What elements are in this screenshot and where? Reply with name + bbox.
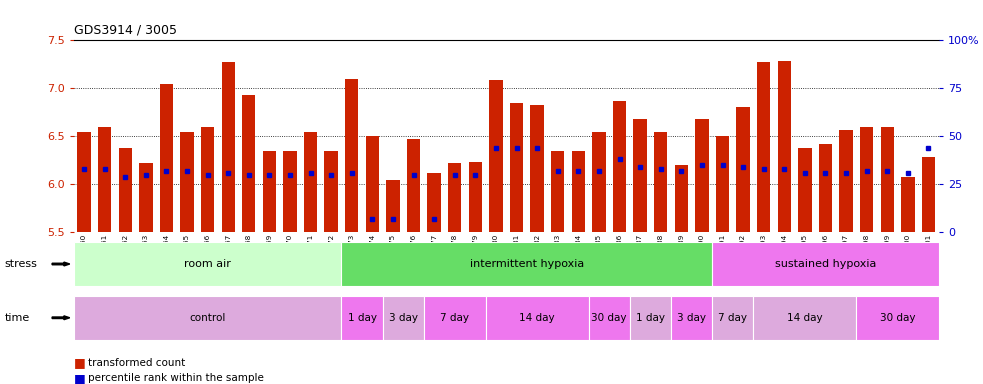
Bar: [630, 296, 671, 340]
Bar: [407, 139, 421, 232]
Bar: [753, 296, 856, 340]
Bar: [304, 131, 318, 232]
Bar: [757, 63, 771, 232]
Text: 30 day: 30 day: [880, 313, 915, 323]
Bar: [736, 107, 750, 232]
Bar: [341, 296, 382, 340]
Bar: [671, 296, 713, 340]
Bar: [860, 127, 873, 232]
Bar: [819, 144, 833, 232]
Text: 3 day: 3 day: [388, 313, 418, 323]
Text: 1 day: 1 day: [348, 313, 376, 323]
Bar: [901, 177, 914, 232]
Text: ■: ■: [74, 372, 86, 384]
Bar: [159, 84, 173, 232]
Bar: [856, 296, 939, 340]
Bar: [242, 95, 256, 232]
Text: time: time: [5, 313, 30, 323]
Text: stress: stress: [5, 259, 37, 269]
Text: intermittent hypoxia: intermittent hypoxia: [470, 259, 584, 269]
Bar: [798, 148, 812, 232]
Bar: [510, 103, 523, 232]
Bar: [469, 162, 482, 232]
Bar: [633, 119, 647, 232]
Bar: [74, 296, 341, 340]
Text: 30 day: 30 day: [592, 313, 627, 323]
Bar: [713, 242, 939, 286]
Text: 7 day: 7 day: [719, 313, 747, 323]
Text: 3 day: 3 day: [677, 313, 706, 323]
Bar: [654, 131, 667, 232]
Text: control: control: [190, 313, 226, 323]
Text: room air: room air: [184, 259, 231, 269]
Bar: [695, 119, 709, 232]
Bar: [674, 165, 688, 232]
Bar: [612, 101, 626, 232]
Bar: [98, 127, 111, 232]
Bar: [589, 296, 630, 340]
Bar: [716, 136, 729, 232]
Bar: [382, 296, 424, 340]
Bar: [486, 296, 589, 340]
Bar: [201, 127, 214, 232]
Bar: [386, 180, 400, 232]
Bar: [448, 163, 461, 232]
Bar: [881, 127, 894, 232]
Text: 7 day: 7 day: [440, 313, 469, 323]
Text: 1 day: 1 day: [636, 313, 665, 323]
Text: sustained hypoxia: sustained hypoxia: [775, 259, 876, 269]
Bar: [78, 131, 90, 232]
Bar: [592, 132, 606, 232]
Bar: [839, 129, 853, 232]
Bar: [74, 242, 341, 286]
Text: ■: ■: [74, 356, 86, 369]
Bar: [324, 151, 338, 232]
Bar: [490, 80, 502, 232]
Text: percentile rank within the sample: percentile rank within the sample: [88, 373, 264, 383]
Bar: [428, 173, 440, 232]
Text: GDS3914 / 3005: GDS3914 / 3005: [74, 23, 177, 36]
Bar: [341, 242, 713, 286]
Bar: [531, 104, 544, 232]
Text: 14 day: 14 day: [787, 313, 823, 323]
Bar: [713, 296, 753, 340]
Bar: [778, 61, 791, 232]
Bar: [572, 151, 585, 232]
Bar: [221, 63, 235, 232]
Bar: [551, 151, 564, 232]
Text: 14 day: 14 day: [519, 313, 555, 323]
Bar: [283, 151, 297, 232]
Bar: [345, 79, 359, 232]
Bar: [424, 296, 486, 340]
Bar: [922, 157, 935, 232]
Bar: [140, 163, 152, 232]
Bar: [119, 148, 132, 232]
Bar: [366, 136, 379, 232]
Text: transformed count: transformed count: [88, 358, 186, 368]
Bar: [262, 151, 276, 232]
Bar: [180, 131, 194, 232]
